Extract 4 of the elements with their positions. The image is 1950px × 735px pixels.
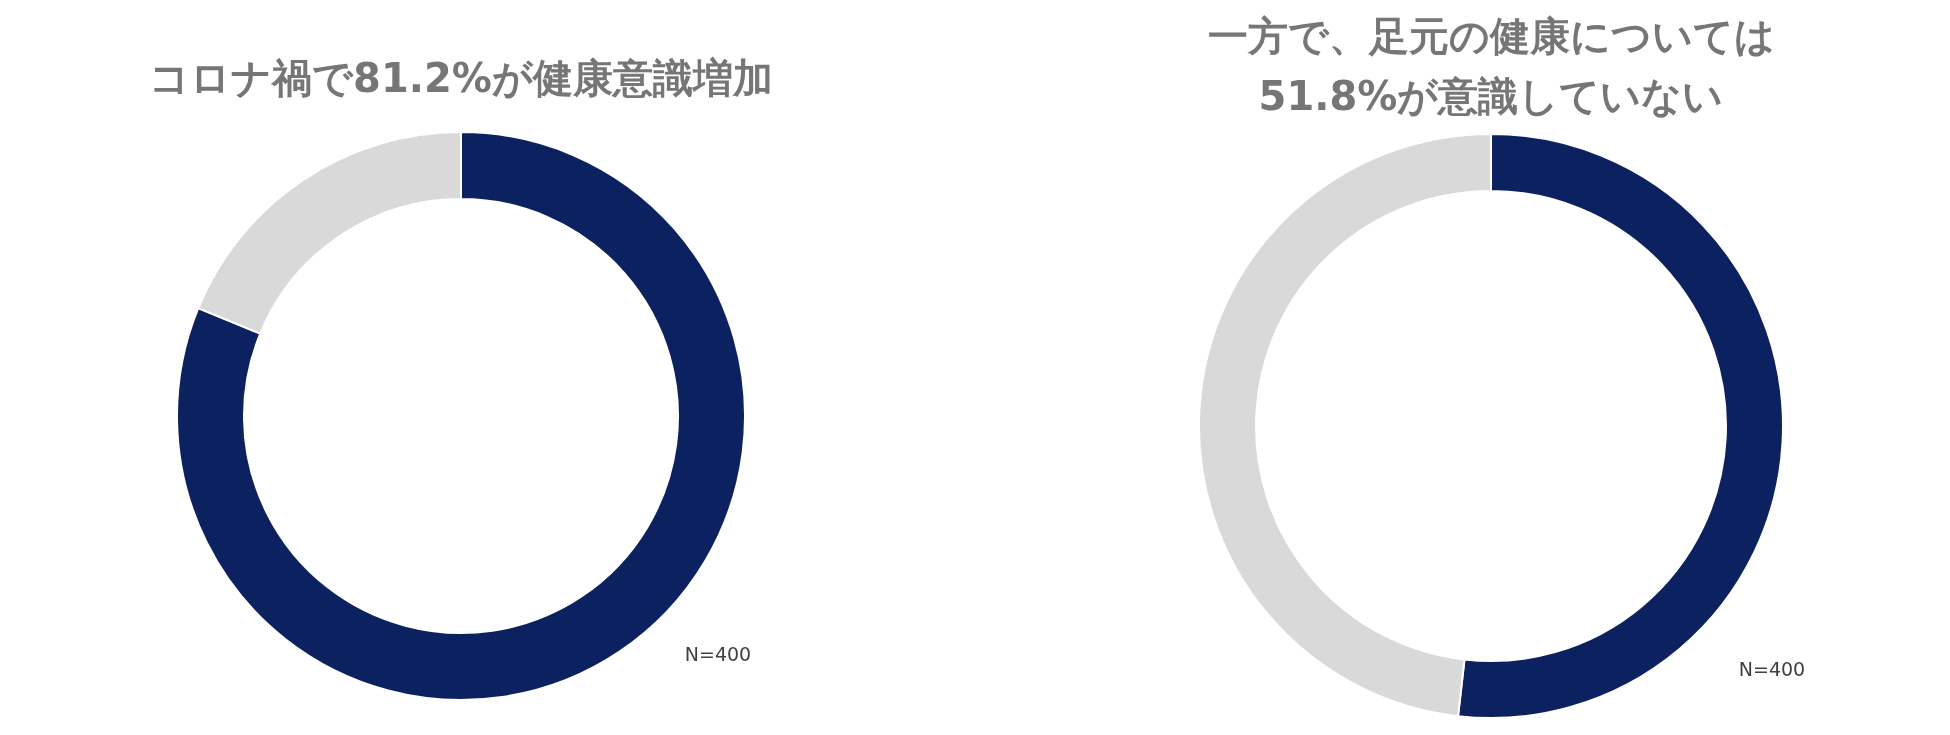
chart-title: コロナ禍で81.2%が健康意識増加 xyxy=(149,55,773,101)
chart-title: 一方で、足元の健康については 51.8%が意識していない xyxy=(1207,13,1775,119)
text: N=400 xyxy=(1738,658,1806,680)
text: N=400 xyxy=(684,643,752,665)
